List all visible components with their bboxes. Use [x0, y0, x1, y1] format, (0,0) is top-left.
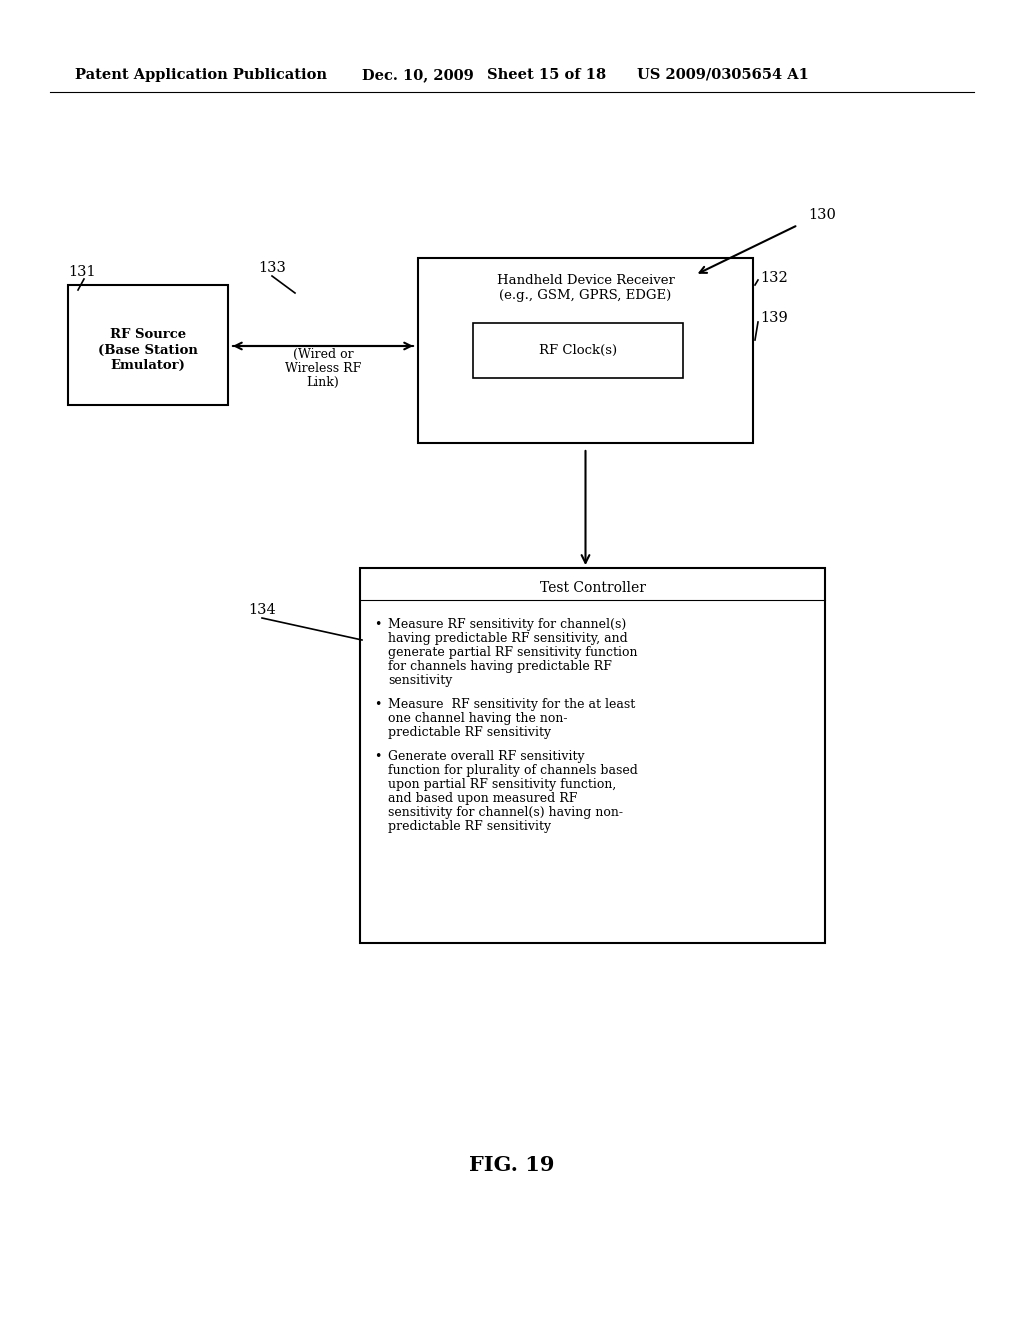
Text: •: •	[374, 750, 381, 763]
Bar	[418, 257, 753, 444]
Text: sensitivity for channel(s) having non-: sensitivity for channel(s) having non-	[388, 807, 623, 818]
Text: •: •	[374, 618, 381, 631]
Text: having predictable RF sensitivity, and: having predictable RF sensitivity, and	[388, 632, 628, 645]
Text: upon partial RF sensitivity function,: upon partial RF sensitivity function,	[388, 777, 616, 791]
Text: Measure  RF sensitivity for the at least: Measure RF sensitivity for the at least	[388, 698, 635, 711]
Text: US 2009/0305654 A1: US 2009/0305654 A1	[637, 69, 809, 82]
Text: (Wired or: (Wired or	[293, 348, 353, 360]
Text: 139: 139	[760, 312, 787, 325]
Text: FIG. 19: FIG. 19	[469, 1155, 555, 1175]
Text: 131: 131	[68, 265, 95, 279]
Text: RF Clock(s): RF Clock(s)	[539, 345, 617, 356]
Text: •: •	[374, 698, 381, 711]
Text: sensitivity: sensitivity	[388, 675, 453, 686]
Text: for channels having predictable RF: for channels having predictable RF	[388, 660, 612, 673]
Text: one channel having the non-: one channel having the non-	[388, 711, 567, 725]
Text: (Base Station: (Base Station	[98, 343, 198, 356]
Text: Measure RF sensitivity for channel(s): Measure RF sensitivity for channel(s)	[388, 618, 627, 631]
Text: Sheet 15 of 18: Sheet 15 of 18	[487, 69, 606, 82]
Text: RF Source: RF Source	[110, 329, 186, 342]
Text: 132: 132	[760, 271, 787, 285]
Text: Wireless RF: Wireless RF	[285, 362, 361, 375]
Text: Emulator): Emulator)	[111, 359, 185, 371]
Text: 130: 130	[808, 209, 836, 222]
Bar	[360, 568, 825, 942]
Bar	[68, 285, 228, 405]
Text: 134: 134	[248, 603, 275, 616]
Text: (e.g., GSM, GPRS, EDGE): (e.g., GSM, GPRS, EDGE)	[500, 289, 672, 302]
Text: function for plurality of channels based: function for plurality of channels based	[388, 764, 638, 777]
Text: Generate overall RF sensitivity: Generate overall RF sensitivity	[388, 750, 585, 763]
Text: Patent Application Publication: Patent Application Publication	[75, 69, 327, 82]
Bar	[473, 323, 683, 378]
Text: Handheld Device Receiver: Handheld Device Receiver	[497, 273, 675, 286]
Text: 133: 133	[258, 261, 286, 275]
Text: Dec. 10, 2009: Dec. 10, 2009	[362, 69, 474, 82]
Text: generate partial RF sensitivity function: generate partial RF sensitivity function	[388, 645, 638, 659]
Text: and based upon measured RF: and based upon measured RF	[388, 792, 578, 805]
Text: predictable RF sensitivity: predictable RF sensitivity	[388, 726, 551, 739]
Text: predictable RF sensitivity: predictable RF sensitivity	[388, 820, 551, 833]
Text: Test Controller: Test Controller	[540, 581, 645, 595]
Text: Link): Link)	[306, 376, 339, 389]
